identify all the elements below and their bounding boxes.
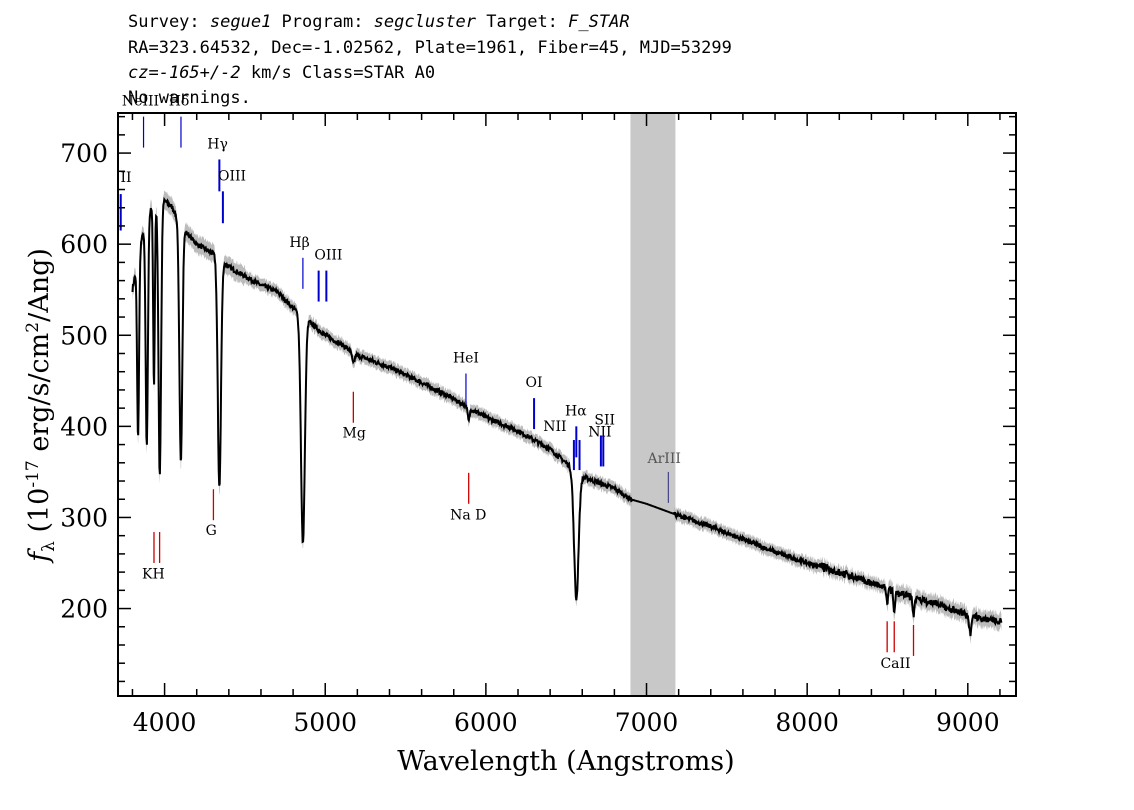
class-text: km/s Class=STAR A0 xyxy=(240,63,436,83)
emission-label: NII xyxy=(588,424,611,440)
y-tick-label: 500 xyxy=(60,321,108,350)
cz-value: -165+/-2 xyxy=(158,63,241,83)
y-tick-label: 400 xyxy=(60,412,108,441)
y-label-part: 2 xyxy=(23,322,43,333)
y-tick-label: 200 xyxy=(60,595,108,624)
emission-label: Hβ xyxy=(289,235,309,251)
y-label-part: -17 xyxy=(23,460,43,487)
absorption-label: G xyxy=(206,523,217,539)
x-tick-label: 9000 xyxy=(936,708,1000,737)
x-tick-label: 4000 xyxy=(133,708,197,737)
program-label: Program: xyxy=(271,12,374,32)
y-label-part: /Ang) xyxy=(24,248,55,322)
x-tick-label: 5000 xyxy=(293,708,357,737)
y-axis-label-text: fλ (10-17 erg/s/cm2/Ang) xyxy=(23,248,59,564)
x-tick-label: 7000 xyxy=(615,708,679,737)
error-band xyxy=(132,190,1002,645)
header-line-4: No warnings. xyxy=(128,88,251,108)
emission-label: Hδ xyxy=(169,94,190,110)
header-line-3: cz=-165+/-2 km/s Class=STAR A0 xyxy=(128,63,435,83)
x-tick-label: 8000 xyxy=(775,708,839,737)
y-label-part: f xyxy=(24,548,55,564)
emission-label: NII xyxy=(543,419,566,435)
program-value: segcluster xyxy=(373,12,477,32)
emission-label: SII xyxy=(594,413,615,429)
emission-label: OIII xyxy=(218,168,246,184)
absorption-label: Mg xyxy=(342,425,365,441)
emission-label: Hγ xyxy=(207,137,228,153)
spectrum-line xyxy=(131,196,1003,637)
survey-label: Survey: xyxy=(128,12,210,32)
survey-value: segue1 xyxy=(209,12,272,32)
cz-label: cz= xyxy=(128,63,159,83)
x-axis-label: Wavelength (Angstroms) xyxy=(397,746,734,777)
header-line-1: Survey: segue1 Program: segcluster Targe… xyxy=(128,12,630,32)
masked-region xyxy=(630,113,676,696)
header-line-2: RA=323.64532, Dec=-1.02562, Plate=1961, … xyxy=(128,38,732,58)
emission-label: OI xyxy=(526,375,543,391)
emission-label: NeIII xyxy=(122,94,159,110)
emission-label: OIII xyxy=(314,248,342,264)
emission-label: Hα xyxy=(565,403,587,419)
y-label-part: λ xyxy=(39,541,59,552)
plot-frame xyxy=(117,112,1017,697)
absorption-label: Na D xyxy=(450,507,486,523)
x-tick-label: 6000 xyxy=(454,708,518,737)
absorption-label: KH xyxy=(142,566,165,582)
emission-label: HeI xyxy=(453,351,479,367)
emission-label: ArIII xyxy=(646,451,680,467)
y-tick-label: 600 xyxy=(60,230,108,259)
y-axis-label: fλ (10-17 erg/s/cm2/Ang) xyxy=(23,248,59,564)
y-tick-label: 700 xyxy=(60,139,108,168)
absorption-label: CaII xyxy=(880,656,910,672)
target-value: F_STAR xyxy=(568,12,630,32)
y-label-part: erg/s/cm xyxy=(24,333,55,461)
emission-label: II xyxy=(120,170,131,186)
y-label-part: (10 xyxy=(24,488,55,541)
target-label: Target: xyxy=(476,12,569,32)
y-tick-label: 300 xyxy=(60,503,108,532)
